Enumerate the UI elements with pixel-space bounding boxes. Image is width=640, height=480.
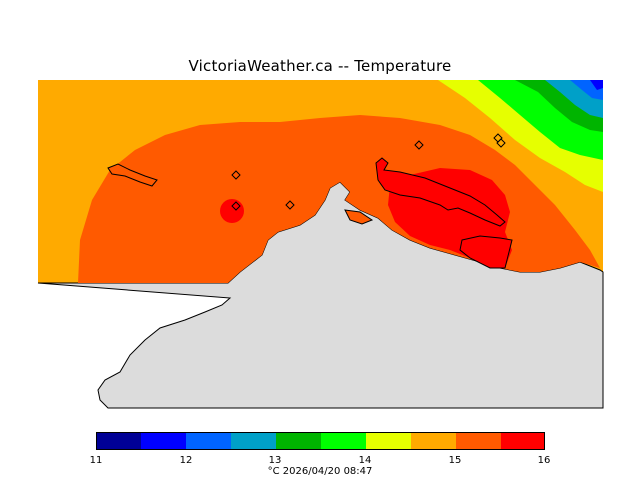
legend-swatch [141, 432, 186, 450]
inlet-north [344, 209, 374, 225]
temp-band-11-5 [590, 80, 603, 90]
timestamp-label: °C 2026/04/20 08:47 [267, 466, 373, 477]
peninsula-land-south [459, 235, 513, 269]
color-legend [96, 432, 545, 450]
station-marker [414, 140, 424, 150]
legend-swatch [456, 432, 501, 450]
legend-frame [96, 432, 545, 450]
legend-swatch [96, 432, 141, 450]
map-title: VictoriaWeather.ca -- Temperature [188, 57, 452, 75]
legend-tick-label: 13 [268, 455, 282, 466]
peninsula-land [375, 157, 506, 227]
legend-swatch [411, 432, 456, 450]
legend-tick-label: 12 [179, 455, 193, 466]
legend-swatch [501, 432, 545, 450]
legend-swatch [231, 432, 276, 450]
legend-tick-label: 16 [537, 455, 551, 466]
station-markers [231, 133, 506, 211]
legend-swatch [366, 432, 411, 450]
legend-swatch [276, 432, 321, 450]
station-marker [231, 201, 241, 211]
legend-swatch [321, 432, 366, 450]
station-marker [496, 138, 506, 148]
legend-tick-label: 14 [358, 455, 372, 466]
legend-tick-label: 11 [89, 455, 103, 466]
legend-tick-label: 15 [448, 455, 462, 466]
temp-hotspot-west [220, 199, 244, 223]
station-marker [285, 200, 295, 210]
station-marker [231, 170, 241, 180]
legend-swatch [186, 432, 231, 450]
island-west [107, 163, 158, 187]
